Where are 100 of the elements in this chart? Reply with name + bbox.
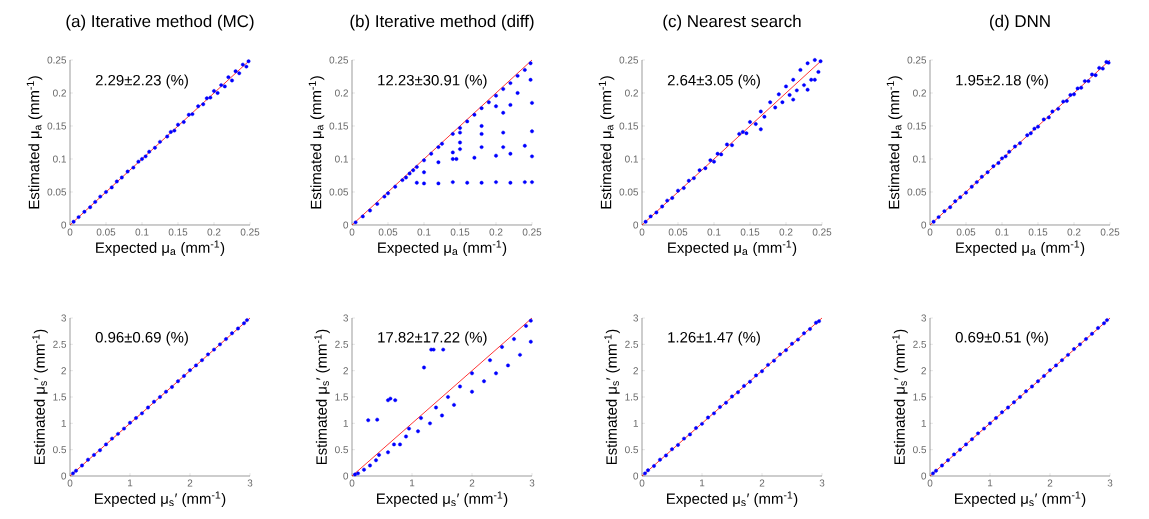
x-axis-title: Expected μ$_{s}$′ (mm$^{-1}$) — [955, 491, 1086, 507]
point — [416, 429, 420, 434]
point — [528, 339, 533, 344]
point — [1097, 66, 1102, 70]
x-tick-label: 0.25 — [1100, 228, 1120, 236]
x-tick-label: 3 — [819, 479, 825, 487]
x-tick-label: 2 — [187, 479, 193, 487]
point — [985, 170, 990, 175]
y-axis-title: Estimated μ$_{s}$′ (mm$^{-1}$) — [604, 329, 620, 465]
point — [742, 384, 746, 388]
point — [758, 109, 763, 114]
y-tick-label: 2.5 — [625, 340, 639, 348]
x-axis-title: Expected μ$_{a}$ (mm$^{-1}$) — [668, 240, 797, 256]
y-axis-title: Estimated μ$_{s}$′ (mm$^{-1}$) — [32, 329, 48, 465]
x-tick-label: 0.1 — [707, 228, 721, 236]
point — [240, 62, 245, 67]
x-tick-label: 0 — [639, 228, 645, 236]
x-tick-label: 0.1 — [417, 228, 431, 236]
point — [1100, 66, 1105, 71]
x-tick-label: 0 — [349, 228, 355, 236]
y-tick-label: 1 — [61, 419, 66, 427]
y-tick-label: 3 — [633, 314, 639, 322]
point — [988, 421, 992, 426]
y-tick-label: 1.5 — [625, 393, 639, 401]
y-tick-label: 3 — [61, 314, 67, 322]
x-tick-label: 3 — [529, 479, 535, 487]
x-tick-label: 2 — [469, 479, 475, 487]
point — [470, 389, 474, 394]
point — [1075, 86, 1080, 91]
x-axis-title: Expected μ$_{a}$ (mm$^{-1}$) — [96, 240, 225, 256]
point — [802, 331, 806, 336]
point — [688, 432, 692, 437]
point — [1066, 352, 1070, 357]
y-tick-label: 0 — [343, 221, 349, 229]
point — [1096, 326, 1100, 330]
point — [93, 200, 98, 204]
y-tick-label: 2.5 — [53, 340, 67, 348]
point — [1090, 331, 1094, 336]
point — [388, 396, 393, 401]
y-tick-label: 0 — [633, 472, 639, 480]
point — [712, 411, 716, 416]
point — [737, 132, 742, 136]
y-tick-label: 0.1 — [53, 155, 66, 163]
point — [470, 371, 474, 376]
annotation: 1.95±2.18 (%) — [956, 74, 1048, 89]
point — [1032, 126, 1037, 131]
point — [374, 458, 378, 463]
point — [1025, 133, 1030, 138]
point — [1086, 79, 1091, 84]
point — [1007, 149, 1012, 154]
point — [969, 184, 974, 189]
point — [1090, 72, 1094, 77]
point — [736, 390, 740, 395]
y-tick-label: 1 — [343, 419, 349, 427]
point — [246, 59, 251, 64]
point — [168, 130, 173, 134]
point — [488, 358, 492, 363]
point — [236, 326, 240, 331]
point — [670, 196, 675, 200]
x-tick-label: 0 — [927, 228, 933, 236]
y-tick-label: 2.5 — [335, 340, 349, 348]
y-tick-label: 0.5 — [53, 446, 67, 454]
point — [686, 178, 691, 183]
point — [122, 426, 126, 431]
point — [748, 120, 752, 124]
point — [748, 379, 752, 384]
point — [215, 91, 220, 95]
point — [946, 458, 950, 463]
x-tick-label: 0 — [639, 479, 645, 487]
x-tick-label: 1 — [988, 479, 993, 487]
point — [1030, 384, 1034, 389]
point — [1048, 368, 1052, 373]
point — [784, 348, 788, 353]
y-axis-title: Estimated μ$_{a}$ (mm$^{-1}$) — [886, 76, 903, 209]
point — [1000, 410, 1004, 415]
point — [936, 215, 941, 219]
point — [1036, 124, 1040, 129]
point — [458, 384, 462, 389]
point — [140, 157, 144, 161]
point — [188, 368, 192, 373]
x-tick-label: 0.25 — [522, 228, 542, 236]
point — [931, 219, 936, 224]
point — [1000, 156, 1004, 161]
point — [212, 347, 216, 352]
point — [136, 159, 141, 164]
point — [766, 362, 770, 367]
point — [153, 145, 157, 150]
y-tick-label: 1 — [921, 419, 927, 427]
point — [237, 71, 242, 76]
point — [366, 418, 371, 423]
point — [1050, 109, 1055, 114]
point — [152, 399, 156, 404]
point — [407, 426, 411, 431]
y-tick-label: 0.1 — [913, 155, 927, 163]
point — [1028, 131, 1033, 136]
point — [994, 416, 998, 420]
point — [1018, 141, 1022, 146]
point — [131, 165, 136, 170]
point — [791, 97, 796, 102]
point — [665, 198, 670, 203]
